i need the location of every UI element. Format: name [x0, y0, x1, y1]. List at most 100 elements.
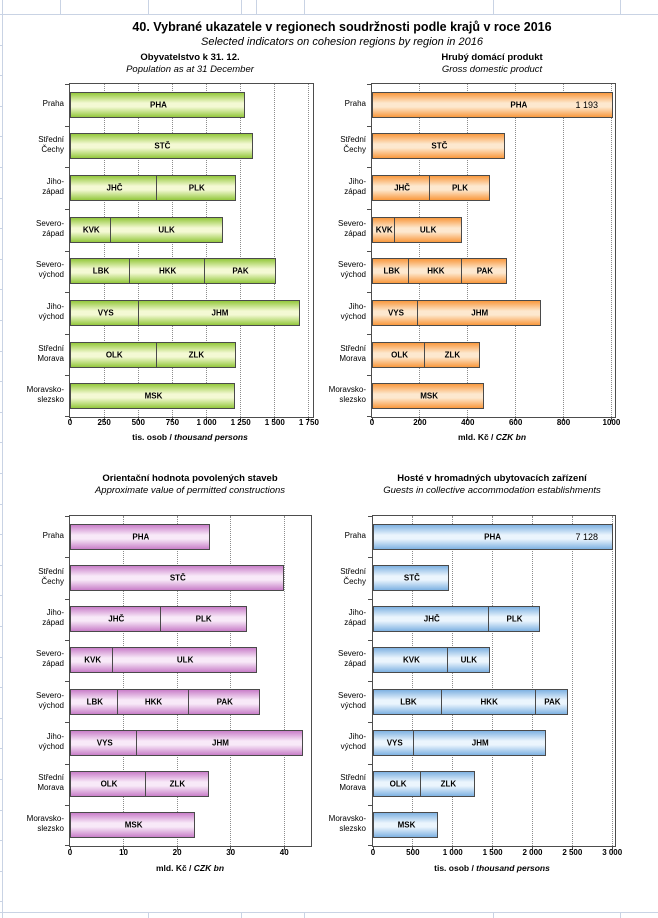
bar-segment: PAK — [188, 688, 261, 715]
axis-tick — [230, 846, 232, 850]
sheet-row-gridline — [0, 656, 3, 658]
bar-segment: PAK — [204, 258, 276, 285]
sheet-row-gridline — [0, 228, 3, 230]
gridline — [412, 516, 414, 846]
bar-segment-label: STČ — [431, 141, 448, 151]
category-label-line: Jiho- — [46, 301, 64, 311]
axis-tick — [65, 208, 69, 210]
category-label-line: Střední — [340, 343, 366, 353]
gridline — [137, 84, 139, 417]
bar-segment-label: PLK — [188, 183, 205, 193]
bar-value-label: 1 193 — [575, 99, 598, 110]
axis-tick-label: 1 500 — [482, 848, 503, 857]
category-label: Střední Morava — [306, 344, 366, 364]
bar-segment: KVK — [70, 647, 114, 674]
gridline — [419, 84, 421, 417]
axis-tick — [367, 125, 371, 127]
category-label: Praha — [4, 99, 64, 109]
sheet-row-gridline — [0, 75, 3, 77]
sheet-row-gridline — [0, 534, 3, 536]
bar-segment: HKK — [116, 688, 190, 715]
bar-segment-label: PHA — [484, 532, 502, 542]
bar-segment: LBK — [70, 688, 118, 715]
sheet-row-gridline — [0, 473, 3, 474]
bar-segment: ULK — [393, 216, 462, 243]
category-label-line: západ — [42, 618, 64, 628]
axis-tick — [65, 804, 69, 806]
bar-segment-label: JHČ — [394, 183, 411, 193]
axis-tick — [283, 846, 285, 850]
plot-area: PHA 7 128 STČ JHČ PLK KVK ULK LBK HKK PAK VYS JHM OL… — [368, 515, 616, 850]
bar-segment: HKK — [129, 258, 206, 285]
axis-tick — [103, 417, 105, 421]
sheet-row-gridline — [0, 411, 3, 413]
category-label: Severo-východ — [4, 260, 64, 280]
category-label-line: Jiho- — [348, 731, 366, 741]
axis-tick — [137, 417, 139, 421]
axis-title: mld. Kč / CZK bn — [156, 863, 224, 873]
category-label-line: Morava — [37, 353, 64, 363]
gridline — [571, 516, 573, 846]
bar-segment-label: ZLK — [444, 350, 461, 360]
category-label-line: východ — [340, 700, 366, 710]
axis-tick — [452, 846, 454, 850]
bar-segment: PAK — [461, 258, 508, 285]
category-label: Jiho-západ — [4, 177, 64, 197]
category-label-line: východ — [38, 311, 64, 321]
bar-segment: STČ — [373, 564, 449, 591]
sheet-column-gridline — [304, 912, 305, 918]
axis-tick — [367, 167, 371, 169]
category-label-line: Čechy — [343, 576, 366, 586]
category-label-line: Praha — [42, 98, 64, 108]
category-label-line: Morava — [339, 353, 366, 363]
axis-tick — [171, 417, 173, 421]
axis-tick — [368, 639, 372, 641]
bar-segment-label: STČ — [169, 573, 186, 583]
bar-segment-label: PHA — [149, 100, 167, 110]
sheet-row-gridline — [0, 258, 3, 260]
bar-segment-label: MSK — [420, 391, 439, 401]
sheet-column-gridline — [2, 0, 3, 918]
axis-tick — [70, 417, 71, 421]
bar-segment: PLK — [429, 175, 490, 202]
gridline — [240, 84, 242, 417]
bar-segment: JHM — [136, 729, 304, 756]
axis-tick-label: 800 — [556, 418, 571, 427]
axis-tick-label: 20 — [172, 848, 182, 857]
sheet-column-gridline — [148, 912, 149, 918]
axis-tick — [368, 722, 372, 724]
category-label-line: Jiho- — [348, 177, 366, 187]
axis-tick — [65, 416, 69, 417]
bar-segment: HKK — [440, 688, 537, 715]
sheet-row-gridline — [0, 105, 3, 107]
bar-segment: OLK — [70, 341, 157, 368]
sheet-row-gridline — [0, 136, 3, 138]
bar-segment: ZLK — [424, 341, 480, 368]
sheet-row-gridline — [0, 442, 3, 444]
bar-segment: PAK — [535, 688, 569, 715]
bar-segment: JHČ — [373, 606, 489, 633]
axis-tick-label: 200 — [413, 418, 427, 427]
page-subtitle: Selected indicators on cohesion regions … — [201, 36, 483, 48]
axis-tick — [367, 208, 371, 210]
bar-segment-label: PLK — [195, 614, 212, 624]
category-label-line: východ — [38, 741, 64, 751]
bar-segment-label: ULK — [460, 655, 478, 665]
axis-tick-label: 0 — [67, 848, 73, 857]
bar-segment: PLK — [159, 606, 247, 633]
plot-area: PHA 1 193 STČ JHČ PLK KVK ULK LBK HKK PAK VYS JHM OL… — [367, 83, 616, 421]
bar-segment: VYS — [373, 729, 415, 756]
bar-segment: JHM — [138, 299, 301, 326]
category-label: Severo-východ — [306, 260, 366, 280]
bar-segment-label: VYS — [387, 308, 404, 318]
sheet-row-gridline — [0, 870, 3, 872]
bar-segment-label: KVK — [403, 655, 420, 665]
axis-tick — [274, 417, 276, 421]
axis-tick — [563, 417, 565, 421]
category-label: Praha — [306, 531, 366, 541]
axis-title-english: CZK bn — [495, 432, 527, 442]
category-label-line: Moravsko- — [328, 814, 366, 824]
category-label-line: Severo- — [337, 260, 366, 270]
category-label-line: Morava — [37, 783, 64, 793]
category-label: Střední Čechy — [306, 135, 366, 155]
